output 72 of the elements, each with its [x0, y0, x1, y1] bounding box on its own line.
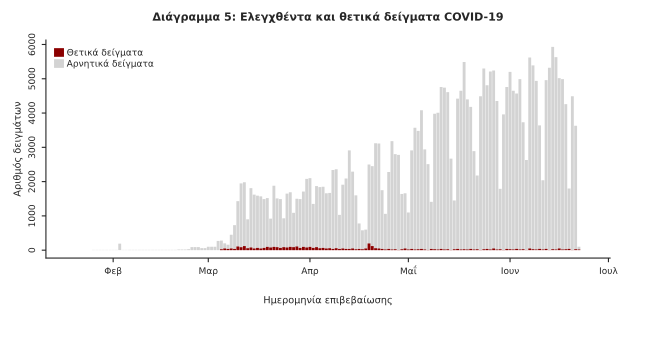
- bar: [286, 194, 288, 248]
- x-axis-title: Ημερομηνία επιβεβαίωσης: [264, 295, 392, 306]
- bar: [390, 141, 394, 250]
- bar: [404, 193, 407, 248]
- bar: [508, 72, 512, 250]
- bar: [272, 186, 276, 247]
- bar: [570, 96, 574, 250]
- bar: [315, 247, 318, 250]
- bar: [269, 247, 272, 250]
- bar: [240, 247, 243, 250]
- bar: [216, 240, 220, 250]
- bar: [276, 247, 279, 250]
- x-tick-label: Μαρ: [199, 267, 218, 276]
- bar: [433, 114, 436, 250]
- bar: [266, 246, 269, 250]
- bar: [348, 150, 351, 249]
- y-tick-label: 1000: [28, 205, 36, 226]
- legend-label: Θετικά δείγματα: [67, 48, 143, 58]
- x-tick-label: Ιουλ: [600, 267, 618, 274]
- bar: [262, 199, 266, 248]
- bar: [377, 144, 380, 248]
- bar: [368, 243, 370, 250]
- x-tick-label: Φεβ: [104, 267, 122, 276]
- bar: [322, 186, 325, 248]
- y-tick-label: 0: [28, 248, 36, 252]
- legend-label: Αρνητικά δείγματα: [66, 59, 154, 69]
- bar: [331, 170, 334, 249]
- bar: [492, 70, 496, 248]
- bar: [308, 246, 312, 250]
- y-axis-title: Αριθμός δειγμάτων: [12, 102, 23, 197]
- y-tick-label: 6000: [28, 34, 36, 56]
- bar: [266, 198, 269, 247]
- bar: [295, 198, 298, 246]
- bar: [442, 88, 446, 250]
- bar: [278, 199, 282, 248]
- bar: [190, 247, 194, 250]
- bar: [302, 246, 305, 250]
- bar: [242, 182, 246, 246]
- bar: [374, 143, 378, 248]
- bar: [440, 86, 443, 249]
- bar: [462, 62, 466, 250]
- bar: [194, 247, 197, 250]
- bar: [420, 110, 423, 249]
- x-tick-label: Ιουν: [502, 267, 519, 274]
- bar: [551, 46, 554, 250]
- bar: [308, 178, 312, 247]
- bar: [223, 243, 226, 248]
- x-tick-label: Μαΐ: [400, 265, 417, 274]
- bar: [397, 154, 400, 250]
- bar: [286, 247, 288, 250]
- bar: [292, 247, 296, 250]
- bar: [249, 247, 252, 250]
- y-tick-label: 4000: [28, 102, 36, 124]
- bar: [196, 247, 200, 250]
- bar: [295, 246, 298, 250]
- y-tick-label: 3000: [28, 136, 36, 158]
- bar: [272, 246, 276, 250]
- bar: [413, 128, 416, 250]
- bar: [220, 240, 223, 250]
- chart-title: Διάγραμμα 5: Ελεγχθέντα και θετικά δείγματα COVID-19: [152, 12, 503, 23]
- bar: [315, 186, 318, 248]
- bar: [210, 246, 214, 250]
- bar: [305, 178, 308, 248]
- x-tick-label: Απρ: [301, 267, 318, 276]
- bar: [240, 183, 243, 248]
- bar: [242, 246, 246, 250]
- bar: [488, 72, 492, 250]
- y-tick-label: 5000: [28, 68, 36, 90]
- bar: [249, 188, 252, 248]
- bar: [518, 79, 522, 250]
- y-tick-label: 2000: [28, 170, 36, 192]
- bar: [305, 247, 308, 250]
